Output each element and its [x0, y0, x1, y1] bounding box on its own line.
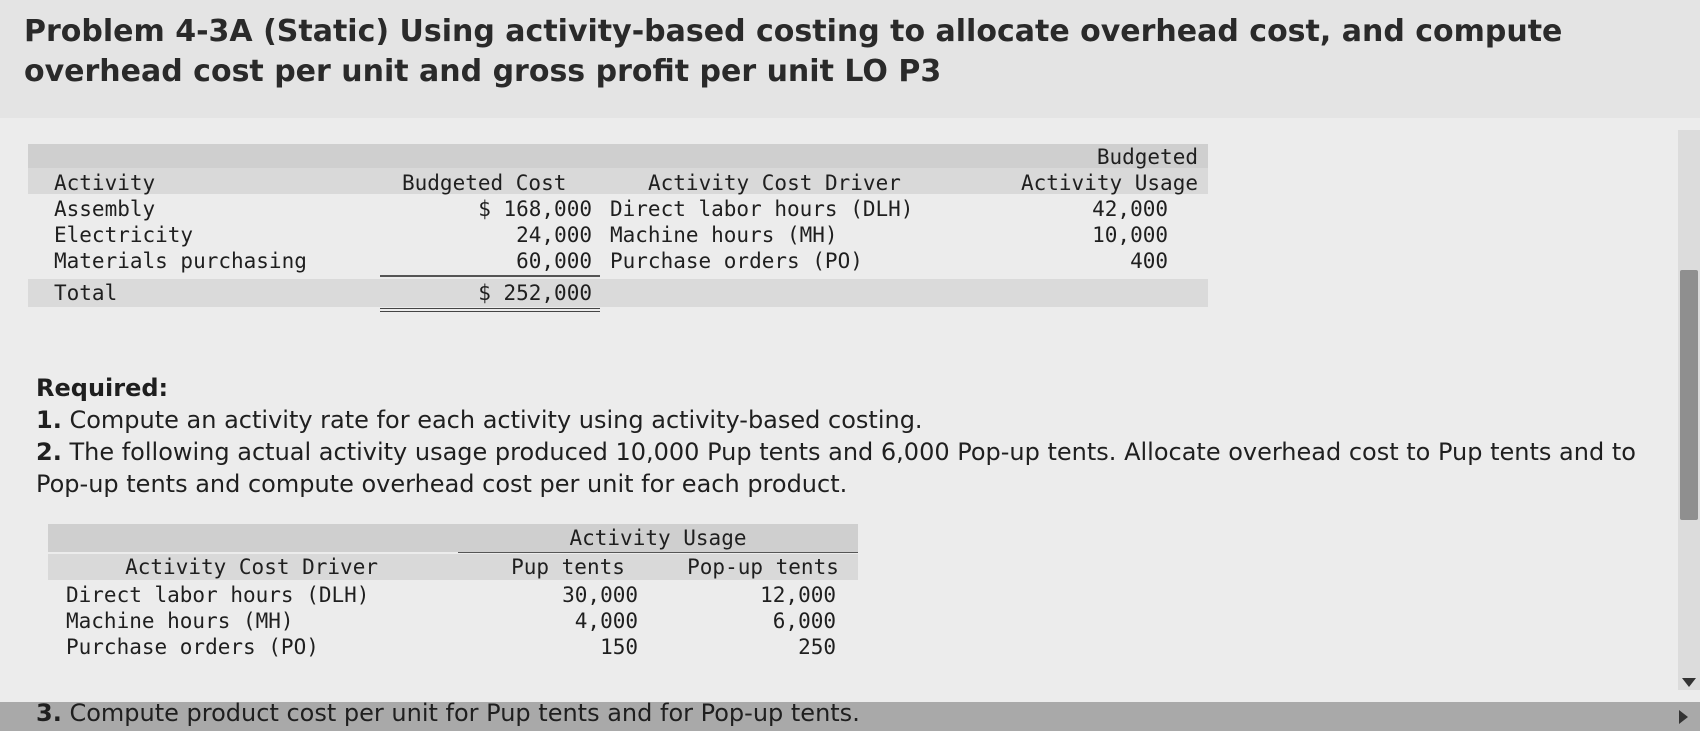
- table-row-activity: Electricity: [54, 223, 194, 247]
- table-row-popup: 6,000: [772, 609, 836, 633]
- table-row-cost: 24,000: [516, 223, 592, 247]
- table-row-pup: 150: [600, 635, 638, 659]
- table-row-driver: Machine hours (MH): [66, 609, 294, 633]
- total-row-band: [28, 279, 1208, 307]
- required-section: Required: 1. Compute an activity rate fo…: [36, 372, 1656, 500]
- activity-usage-table: Activity Usage Activity Cost Driver Pup …: [48, 524, 858, 664]
- budgeted-cost-header: Budgeted Cost: [402, 171, 567, 195]
- popup-header: Pop-up tents: [687, 555, 839, 579]
- table-row-popup: 250: [798, 635, 836, 659]
- subtotal-rule: [380, 275, 600, 277]
- table-row-driver: Purchase orders (PO): [66, 635, 319, 659]
- table-row-driver: Purchase orders (PO): [610, 249, 863, 273]
- table-row-activity: Materials purchasing: [54, 249, 307, 273]
- required-item-3: 3. Compute product cost per unit for Pup…: [36, 699, 860, 727]
- driver-header: Activity Cost Driver: [125, 555, 378, 579]
- total-label: Total: [54, 281, 118, 305]
- table-row-usage: 10,000: [1092, 223, 1168, 247]
- table-header-band: [28, 144, 1208, 168]
- table-row-cost: 60,000: [516, 249, 592, 273]
- table-row-usage: 400: [1130, 249, 1168, 273]
- table-header-band: [48, 554, 858, 580]
- pup-header: Pup tents: [511, 555, 625, 579]
- table-row-driver: Direct labor hours (DLH): [610, 197, 914, 221]
- table-row-pup: 30,000: [562, 583, 638, 607]
- driver-header: Activity Cost Driver: [648, 171, 901, 195]
- activity-budget-table: Budgeted Activity Budgeted Cost Activity…: [28, 144, 1208, 314]
- usage-header-line1: Budgeted: [1096, 145, 1198, 169]
- total-cost: $ 252,000: [478, 281, 592, 305]
- table-row-pup: 4,000: [574, 609, 638, 633]
- table-row-driver: Direct labor hours (DLH): [66, 583, 370, 607]
- usage-header-line2: Activity Usage: [1020, 171, 1198, 195]
- scroll-down-arrow-icon[interactable]: [1682, 678, 1696, 687]
- scroll-right-arrow-icon[interactable]: [1679, 710, 1688, 724]
- required-label: Required:: [36, 374, 169, 402]
- required-item-2: 2. The following actual activity usage p…: [36, 438, 1636, 498]
- table-row-usage: 42,000: [1092, 197, 1168, 221]
- total-double-rule: [380, 308, 600, 312]
- page-title: Problem 4-3A (Static) Using activity-bas…: [24, 14, 1563, 89]
- group-header-rule: [458, 552, 858, 553]
- table-header-band: [28, 168, 1208, 194]
- required-item-1: 1. Compute an activity rate for each act…: [36, 406, 923, 434]
- header-band: Problem 4-3A (Static) Using activity-bas…: [0, 0, 1700, 118]
- table-row-activity: Assembly: [54, 197, 156, 221]
- activity-usage-group-header: Activity Usage: [569, 526, 747, 550]
- footer-bar: [0, 702, 1700, 731]
- activity-header: Activity: [54, 171, 156, 195]
- table-row-driver: Machine hours (MH): [610, 223, 838, 247]
- scrollbar-thumb[interactable]: [1680, 270, 1698, 520]
- table-header-band: [48, 524, 858, 552]
- table-row-popup: 12,000: [760, 583, 836, 607]
- vertical-scrollbar[interactable]: [1678, 130, 1700, 690]
- table-row-cost: $ 168,000: [478, 197, 592, 221]
